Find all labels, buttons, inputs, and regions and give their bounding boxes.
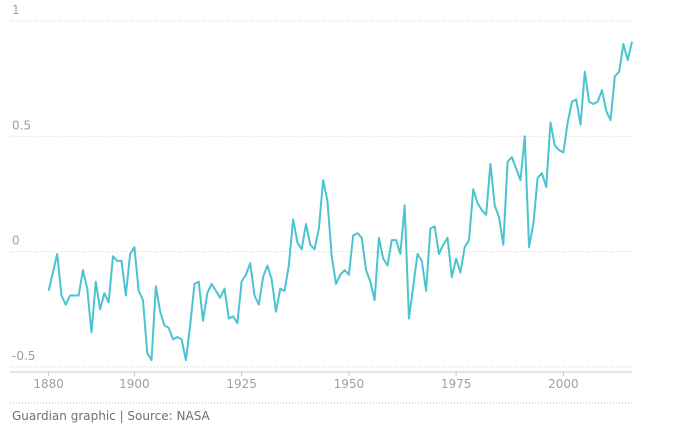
x-tick-label: 1925 [226, 377, 257, 391]
y-tick-label: 0.5 [12, 118, 31, 132]
x-tick-label: 1900 [119, 377, 150, 391]
x-tick-label: 2000 [548, 377, 579, 391]
y-tick-label: -0.5 [12, 349, 35, 363]
data-line [47, 41, 633, 362]
x-tick-label: 1975 [441, 377, 472, 391]
x-tick-label: 1950 [334, 377, 365, 391]
y-tick-label: 0 [12, 234, 20, 248]
footer: Guardian graphic | Source: NASA [12, 409, 211, 423]
x-tick-label: 1880 [33, 377, 64, 391]
y-tick-label: 1 [12, 3, 20, 17]
